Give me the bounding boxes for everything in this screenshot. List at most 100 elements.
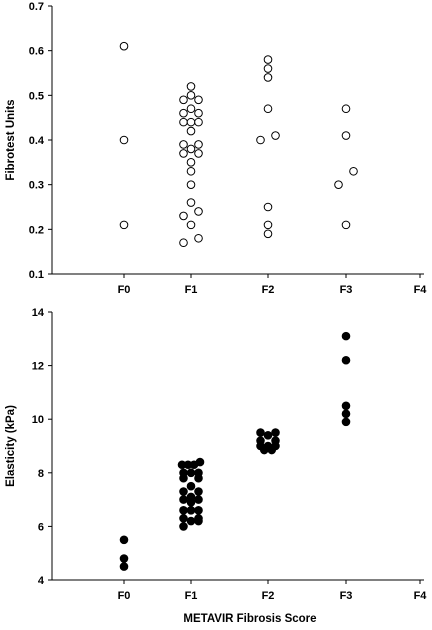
data-point [341,331,351,341]
data-point [341,355,351,365]
y-tick-label: 6 [38,521,44,533]
x-axis-title: METAVIR Fibrosis Score [183,613,316,625]
data-point [256,135,265,145]
data-point [186,506,196,515]
x-tick-label: F1 [185,590,198,602]
data-point [179,140,188,149]
y-tick-label: 10 [32,414,44,426]
y-tick-label: 0.4 [29,135,45,147]
data-point [194,207,203,216]
data-point [186,166,196,176]
data-point [186,468,196,478]
data-point [186,497,196,507]
data-point [194,473,203,483]
y-tick-label: 0.3 [29,180,44,192]
data-point [341,220,351,230]
y-tick-label: 0.2 [29,224,44,236]
y-axis-title: Fibrotest Units [5,99,17,180]
data-point [194,149,203,158]
data-point [179,473,188,483]
data-point [119,562,129,571]
data-point [179,487,188,496]
data-point [119,220,129,230]
data-point [179,149,188,158]
data-point [186,126,196,136]
y-axis-title: Elasticity (kPa) [5,405,17,487]
data-point [267,445,277,455]
data-point [263,55,273,64]
fibrotest-panel: 0.1 0.2 0.3 0.4 0.5 0.6 0.7 F0 F1 F2 F3 F4 Fibrotest… [5,1,427,296]
data-point [179,495,188,504]
y-tick-label: 12 [32,361,44,373]
x-tick-label: F0 [118,284,131,296]
data-point [119,41,129,51]
data-point [263,202,273,212]
data-point [186,104,196,114]
y-tick-label: 4 [38,575,45,587]
data-point [119,535,129,545]
y-tick-label: 14 [32,307,45,319]
y-tick-label: 0.5 [29,90,44,102]
data-point [186,198,196,207]
data-point [256,428,265,437]
data-point [263,73,273,82]
x-tick-label: F4 [414,590,428,602]
elasticity-panel: 4 6 8 10 12 14 F0 F1 F2 F3 F4 Elasticity (kPa) METAV… [5,307,427,625]
data-point [263,220,273,230]
data-point [186,180,196,189]
data-point [349,166,358,176]
data-point [263,430,273,440]
data-point [186,144,196,154]
data-point [179,506,188,515]
x-tick-label: F4 [414,284,428,296]
data-point [259,445,269,455]
data-point [186,158,196,167]
data-point [194,95,203,105]
data-point [186,82,196,91]
x-tick-label: F3 [340,590,353,602]
data-point [271,131,280,140]
data-point [341,104,351,114]
data-point [179,514,188,523]
data-point [179,108,188,118]
data-point [194,495,203,504]
data-point [179,117,188,127]
data-point [119,554,129,563]
data-point [194,487,203,496]
data-point [179,211,188,221]
y-tick-label: 0.7 [29,1,44,13]
x-tick-label: F2 [262,590,275,602]
data-point [186,117,196,127]
y-tick-label: 8 [38,468,44,480]
y-tick-label: 0.6 [29,46,44,58]
data-point [194,516,203,526]
data-point [119,135,129,145]
data-point [341,401,351,411]
x-tick-label: F1 [185,284,198,296]
data-point [194,117,203,127]
x-tick-label: F2 [262,284,275,296]
data-point [263,229,273,239]
data-point [179,522,188,531]
data-point [263,104,273,114]
x-tick-label: F3 [340,284,353,296]
data-point [195,457,205,467]
data-point [271,428,280,437]
data-point [341,409,351,419]
data-point [179,238,188,248]
data-point [186,220,196,230]
x-tick-label: F0 [118,590,131,602]
data-point [186,91,196,100]
data-point [334,180,343,189]
data-point [341,417,351,427]
data-point [194,140,203,149]
y-tick-label: 0.1 [29,269,44,281]
data-point [179,95,188,105]
data-point [194,233,203,243]
data-point [341,131,351,140]
data-point [186,516,196,526]
data-point [194,506,203,515]
data-point [263,64,273,73]
